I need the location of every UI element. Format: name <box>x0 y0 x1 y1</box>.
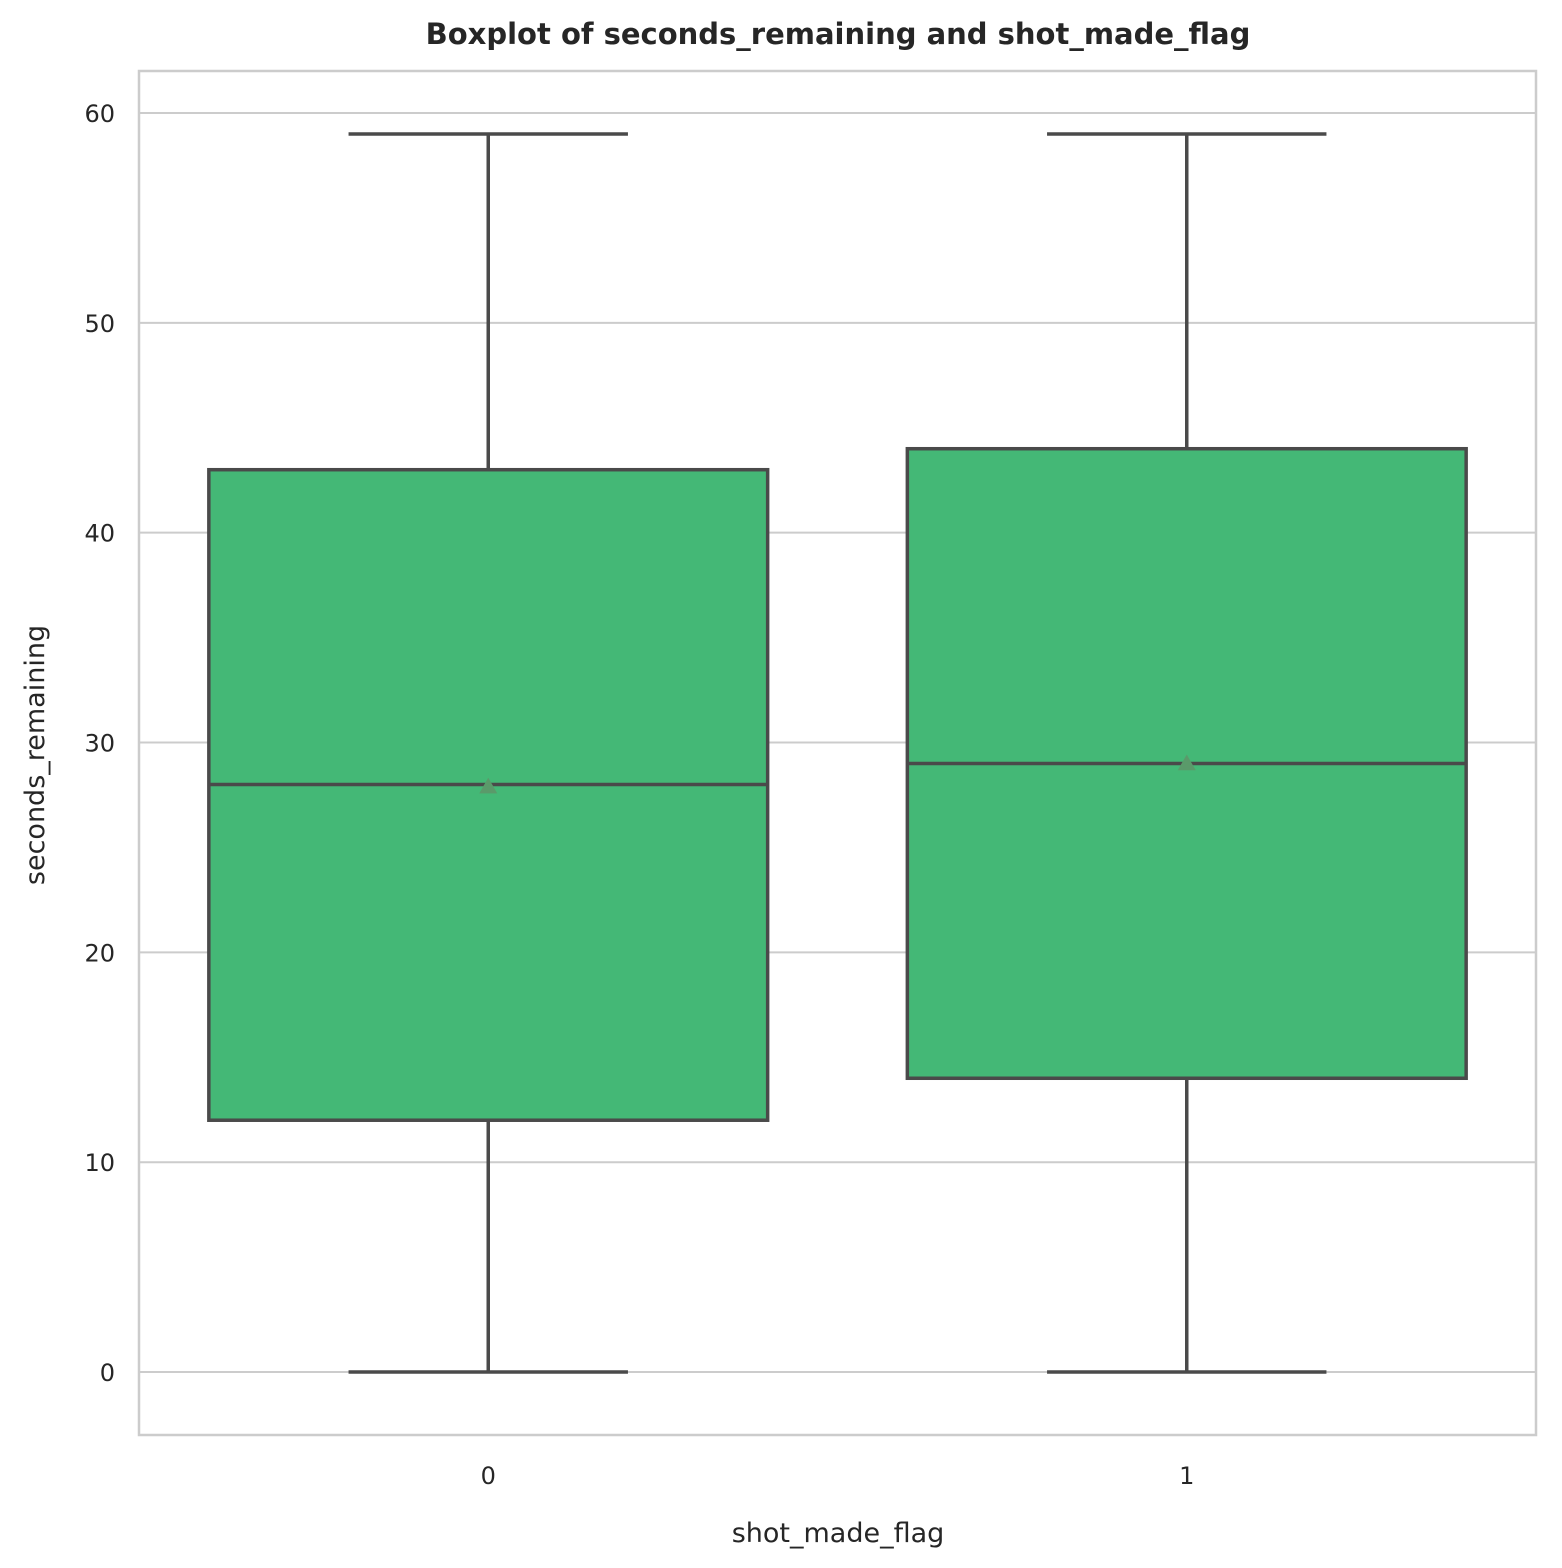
y-tick-label-40: 40 <box>84 520 115 548</box>
y-tick-label-20: 20 <box>84 939 115 967</box>
chart-title: Boxplot of seconds_remaining and shot_ma… <box>426 17 1251 51</box>
y-tick-label-10: 10 <box>84 1149 115 1177</box>
box-iqr-0 <box>207 467 770 1122</box>
x-tick-label-0: 0 <box>481 1462 496 1490</box>
y-tick-labels: 0 10 20 30 40 50 60 <box>84 100 115 1387</box>
y-tick-label-50: 50 <box>84 310 115 338</box>
plot-frame <box>137 69 1538 1437</box>
box-group-1 <box>905 132 1468 1374</box>
y-axis-label: seconds_remaining <box>20 625 51 885</box>
box-group-0 <box>207 132 770 1374</box>
x-tick-label-1: 1 <box>1179 1462 1194 1490</box>
mean-marker-0 <box>479 777 498 794</box>
y-tick-label-60: 60 <box>84 100 115 128</box>
y-tick-label-0: 0 <box>100 1359 115 1387</box>
y-tick-label-30: 30 <box>84 730 115 758</box>
mean-marker-1 <box>1177 754 1196 771</box>
boxes <box>207 132 1468 1374</box>
x-axis-label: shot_made_flag <box>732 1518 945 1549</box>
